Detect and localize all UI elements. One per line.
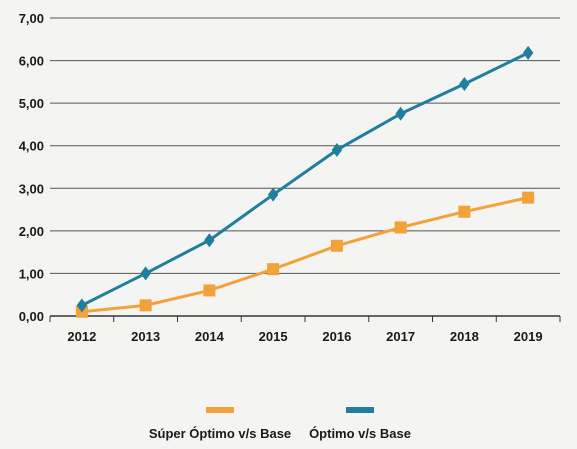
data-point-diamond (395, 106, 406, 121)
y-tick-label: 0,00 (19, 309, 44, 324)
data-point-diamond (331, 142, 343, 157)
x-tick-label: 2012 (67, 329, 96, 344)
x-tick-label: 2018 (450, 329, 479, 344)
x-tick-label: 2017 (386, 329, 415, 344)
data-point-diamond (140, 266, 151, 281)
y-tick-label: 3,00 (19, 181, 44, 196)
x-tick-label: 2013 (131, 329, 160, 344)
data-point-diamond (522, 45, 534, 60)
y-tick-label: 4,00 (19, 139, 44, 154)
y-tick-label: 1,00 (19, 266, 44, 281)
series-line-0 (81, 196, 529, 314)
y-tick-label: 6,00 (19, 54, 44, 69)
data-point-diamond (76, 298, 88, 313)
data-point-square (394, 221, 407, 234)
data-point-square (458, 205, 471, 218)
data-point-square (203, 284, 216, 297)
x-tick-label: 2016 (322, 329, 351, 344)
series-group (75, 45, 535, 318)
data-point-diamond (267, 187, 279, 202)
y-axis: 0,00 1,00 2,00 3,00 4,00 5,00 6,00 7,00 (19, 11, 44, 324)
data-point-diamond (459, 76, 470, 91)
x-tick-label: 2014 (195, 329, 225, 344)
data-point-square (522, 191, 535, 204)
y-tick-label: 2,00 (19, 224, 44, 239)
data-point-square (330, 239, 343, 252)
y-tick-label: 5,00 (19, 96, 44, 111)
data-point-square (267, 263, 280, 276)
legend-label-0: Súper Óptimo v/s Base (149, 426, 291, 441)
x-tick-label: 2015 (259, 329, 288, 344)
legend-label-1: Óptimo v/s Base (309, 426, 411, 441)
x-tick-label: 2019 (514, 329, 543, 344)
gridlines (50, 17, 560, 317)
x-axis: 2012 2013 2014 2015 2016 2017 2018 2019 (49, 315, 561, 344)
legend: Súper Óptimo v/s Base Óptimo v/s Base (149, 407, 411, 441)
y-tick-label: 7,00 (19, 11, 44, 26)
data-point-square (139, 299, 152, 312)
series-line-1 (81, 51, 529, 307)
data-point-diamond (204, 233, 215, 248)
